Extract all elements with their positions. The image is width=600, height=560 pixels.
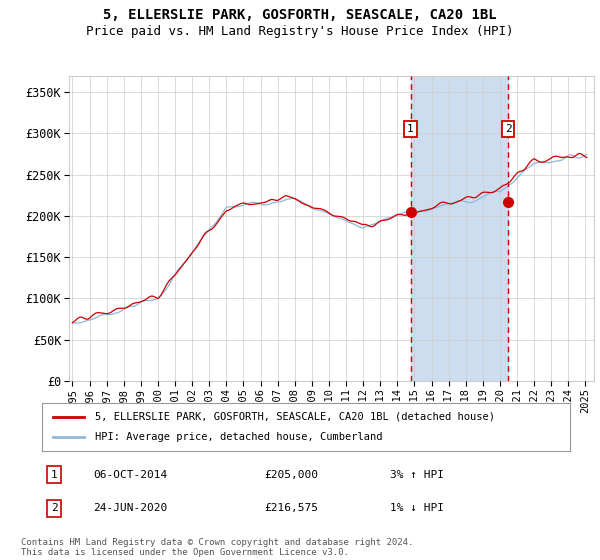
Text: £216,575: £216,575 [264, 503, 318, 513]
Bar [410, 76, 508, 381]
Text: 1: 1 [50, 470, 58, 479]
Text: 3% ↑ HPI: 3% ↑ HPI [390, 470, 444, 479]
Text: Price paid vs. HM Land Registry's House Price Index (HPI): Price paid vs. HM Land Registry's House … [86, 25, 514, 38]
Text: 06-OCT-2014: 06-OCT-2014 [93, 470, 167, 479]
Text: 2: 2 [505, 124, 512, 134]
Text: 1% ↓ HPI: 1% ↓ HPI [390, 503, 444, 513]
Text: HPI: Average price, detached house, Cumberland: HPI: Average price, detached house, Cumb… [95, 432, 382, 442]
Text: Contains HM Land Registry data © Crown copyright and database right 2024.
This d: Contains HM Land Registry data © Crown c… [21, 538, 413, 557]
Text: 5, ELLERSLIE PARK, GOSFORTH, SEASCALE, CA20 1BL: 5, ELLERSLIE PARK, GOSFORTH, SEASCALE, C… [103, 8, 497, 22]
Text: 1: 1 [407, 124, 414, 134]
Text: 2: 2 [50, 503, 58, 513]
Text: 5, ELLERSLIE PARK, GOSFORTH, SEASCALE, CA20 1BL (detached house): 5, ELLERSLIE PARK, GOSFORTH, SEASCALE, C… [95, 412, 495, 422]
Text: 24-JUN-2020: 24-JUN-2020 [93, 503, 167, 513]
Text: £205,000: £205,000 [264, 470, 318, 479]
